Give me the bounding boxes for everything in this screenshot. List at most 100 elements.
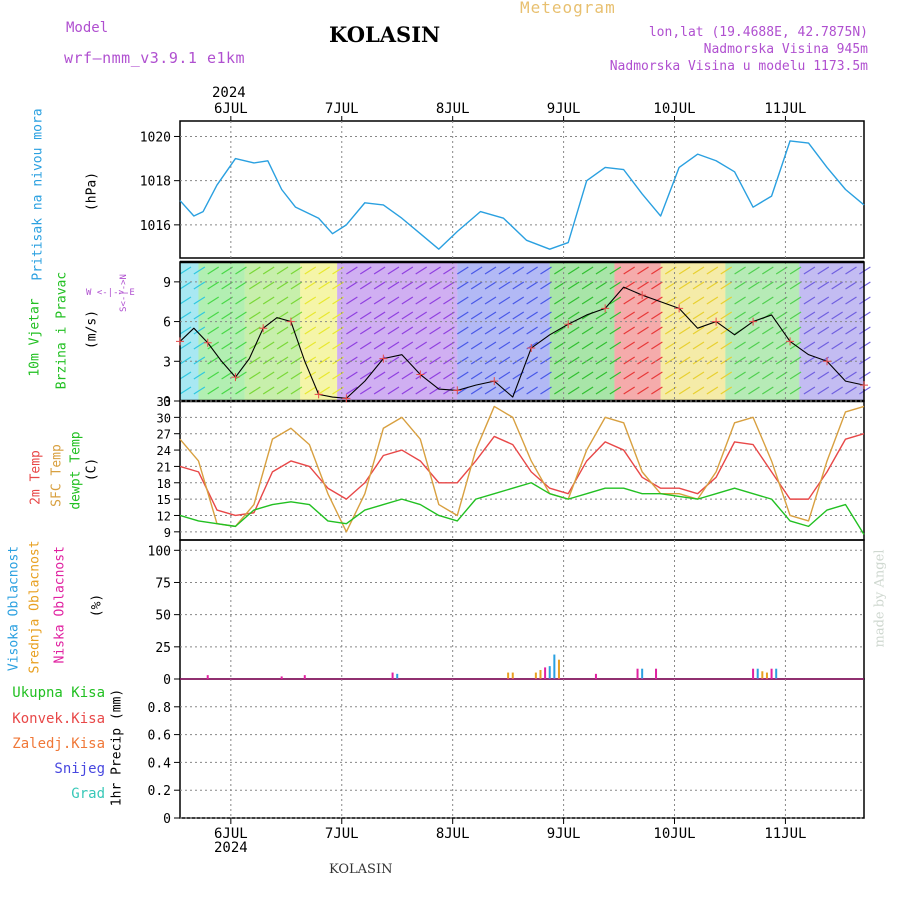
wind-arrow bbox=[498, 356, 511, 365]
temp-ytick-label-2: 15 bbox=[157, 493, 171, 507]
wind-arrow bbox=[762, 356, 774, 365]
wind-arrow bbox=[748, 296, 760, 305]
wind-gust-marker bbox=[786, 337, 795, 346]
wind-arrow bbox=[235, 296, 247, 305]
wind-arrow bbox=[290, 296, 303, 305]
wind-arrow bbox=[817, 311, 830, 320]
wind-arrow bbox=[581, 296, 594, 305]
wind-arrow bbox=[262, 326, 275, 335]
wind-arrow bbox=[429, 281, 441, 290]
wind-arrow bbox=[845, 371, 857, 380]
wind-arrow bbox=[318, 341, 330, 350]
wind-arrow bbox=[207, 341, 220, 350]
wind-arrow bbox=[526, 266, 538, 275]
wind-arrow bbox=[692, 386, 705, 395]
wind-arrow bbox=[581, 371, 594, 380]
station-title: KOLASIN bbox=[329, 22, 441, 47]
wind-gust-marker bbox=[176, 337, 184, 346]
cloud-bar-21 bbox=[770, 668, 773, 679]
wind-arrow bbox=[803, 311, 816, 320]
wind-arrow bbox=[179, 341, 192, 350]
wind-arrow bbox=[373, 326, 386, 335]
wind-arrow bbox=[346, 326, 358, 335]
wind-arrow bbox=[748, 266, 760, 275]
wind-arrow bbox=[276, 371, 289, 380]
wind-gust-marker bbox=[749, 317, 758, 326]
wind-arrow bbox=[373, 386, 386, 395]
wind-arrow bbox=[235, 371, 247, 380]
cloud-bar-9 bbox=[544, 667, 547, 679]
wind-arrow bbox=[692, 266, 705, 275]
wind-arrow bbox=[193, 266, 206, 275]
wind-arrow bbox=[387, 386, 400, 395]
wind-arrow bbox=[290, 281, 303, 290]
wind-arrow bbox=[359, 296, 372, 305]
cloud-bar-11 bbox=[553, 654, 556, 679]
model-label: Model bbox=[66, 20, 109, 36]
day-label-top-3: 9JUL bbox=[547, 101, 581, 117]
wind-arrow bbox=[276, 326, 289, 335]
wind-arrow bbox=[429, 326, 441, 335]
wind-arrow bbox=[512, 281, 525, 290]
wind-arrow bbox=[637, 311, 649, 320]
wind-arrow bbox=[651, 371, 663, 380]
wind-arrow bbox=[817, 371, 830, 380]
year-label-bottom: 2024 bbox=[214, 840, 248, 856]
wind-arrow bbox=[651, 311, 663, 320]
wind-arrow bbox=[540, 311, 552, 320]
wind-arrow bbox=[859, 356, 871, 365]
wind-arrow bbox=[734, 266, 746, 275]
wind-arrow bbox=[193, 311, 206, 320]
wind-band-7 bbox=[614, 262, 661, 401]
day-label-top-5: 11JUL bbox=[764, 101, 806, 117]
wind-arrow bbox=[346, 386, 358, 395]
wind-arrow bbox=[526, 386, 538, 395]
wind-arrow bbox=[318, 371, 330, 380]
wind-arrow bbox=[470, 356, 483, 365]
wind-arrow bbox=[651, 386, 663, 395]
wind-arrow bbox=[845, 266, 857, 275]
wind-arrow bbox=[346, 311, 358, 320]
wind-arrow bbox=[498, 326, 511, 335]
wind-arrow bbox=[623, 386, 635, 395]
wind-arrow bbox=[415, 356, 428, 365]
wind-arrow bbox=[706, 356, 719, 365]
wind-arrow bbox=[831, 266, 843, 275]
wind-arrow bbox=[318, 311, 330, 320]
wind-arrow bbox=[595, 281, 608, 290]
wind-arrow bbox=[803, 386, 816, 395]
wind-arrow bbox=[720, 356, 733, 365]
wind-arrow bbox=[193, 341, 206, 350]
wind-arrow bbox=[734, 356, 746, 365]
wind-arrow bbox=[540, 266, 552, 275]
wind-arrow bbox=[859, 281, 871, 290]
wind-arrow bbox=[803, 341, 816, 350]
wind-arrow bbox=[734, 341, 746, 350]
wind-arrow bbox=[526, 371, 538, 380]
precip-legend-snow: Snijeg bbox=[54, 761, 105, 777]
wind-arrow bbox=[789, 356, 802, 365]
wind-gust-marker bbox=[564, 320, 573, 329]
wind-arrow bbox=[179, 311, 192, 320]
wind-arrow bbox=[595, 371, 608, 380]
wind-arrow bbox=[567, 281, 580, 290]
wind-arrow bbox=[415, 296, 428, 305]
wind-arrow bbox=[387, 371, 400, 380]
precip-legend-convective: Konvek.Kisa bbox=[12, 711, 105, 727]
wind-arrow bbox=[692, 341, 705, 350]
wind-arrow bbox=[262, 296, 275, 305]
wind-arrow bbox=[567, 341, 580, 350]
pressure-ytick-label-0: 1016 bbox=[140, 219, 171, 234]
wind-arrow bbox=[678, 386, 691, 395]
wind-arrow bbox=[401, 326, 414, 335]
wind-arrow bbox=[318, 296, 330, 305]
precip-ytick-label-0: 0 bbox=[163, 812, 171, 827]
wind-arrow bbox=[692, 371, 705, 380]
wind-arrow bbox=[692, 326, 705, 335]
wind-arrow bbox=[567, 296, 580, 305]
pressure-ytick-label-2: 1020 bbox=[140, 130, 171, 145]
wind-arrow bbox=[859, 311, 871, 320]
wind-arrow bbox=[526, 311, 538, 320]
wind-arrow bbox=[595, 311, 608, 320]
wind-arrow bbox=[706, 371, 719, 380]
